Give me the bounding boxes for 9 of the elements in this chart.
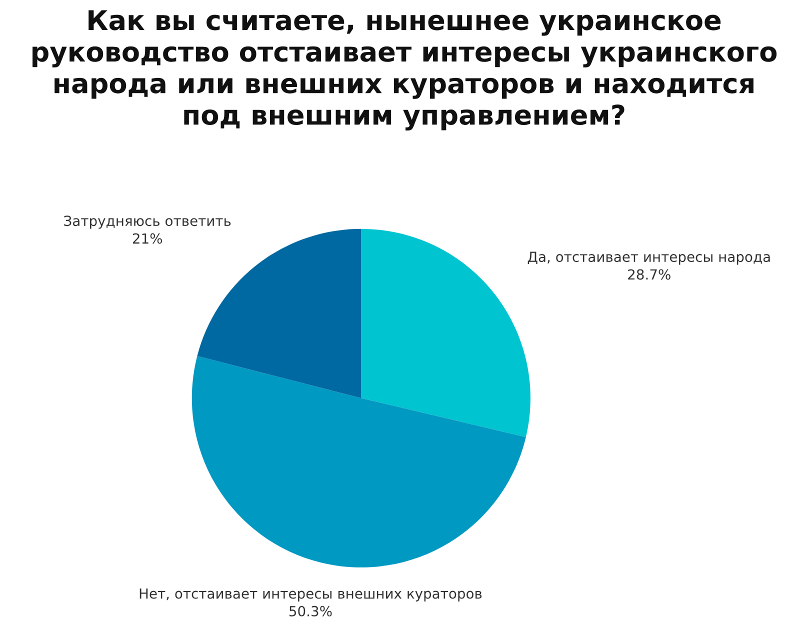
chart-title: Как вы считаете, нынешнее украинское руководство отстаивает интересы украинского народа или внешних кураторов и находится под внешним управлением? [32,10,777,130]
slice-label: Затрудняюсь ответить [64,216,231,229]
pie-slice [197,228,362,398]
data-label: 21% [132,233,162,244]
pie-slice [192,356,526,568]
slice-label: Нет, отстаивает интересы внешних кураторов [140,588,482,602]
slice-label: Да, отстаивает интересы народа [528,252,770,265]
data-label: 50.3% [289,606,332,616]
data-label: 28.7% [628,269,670,280]
